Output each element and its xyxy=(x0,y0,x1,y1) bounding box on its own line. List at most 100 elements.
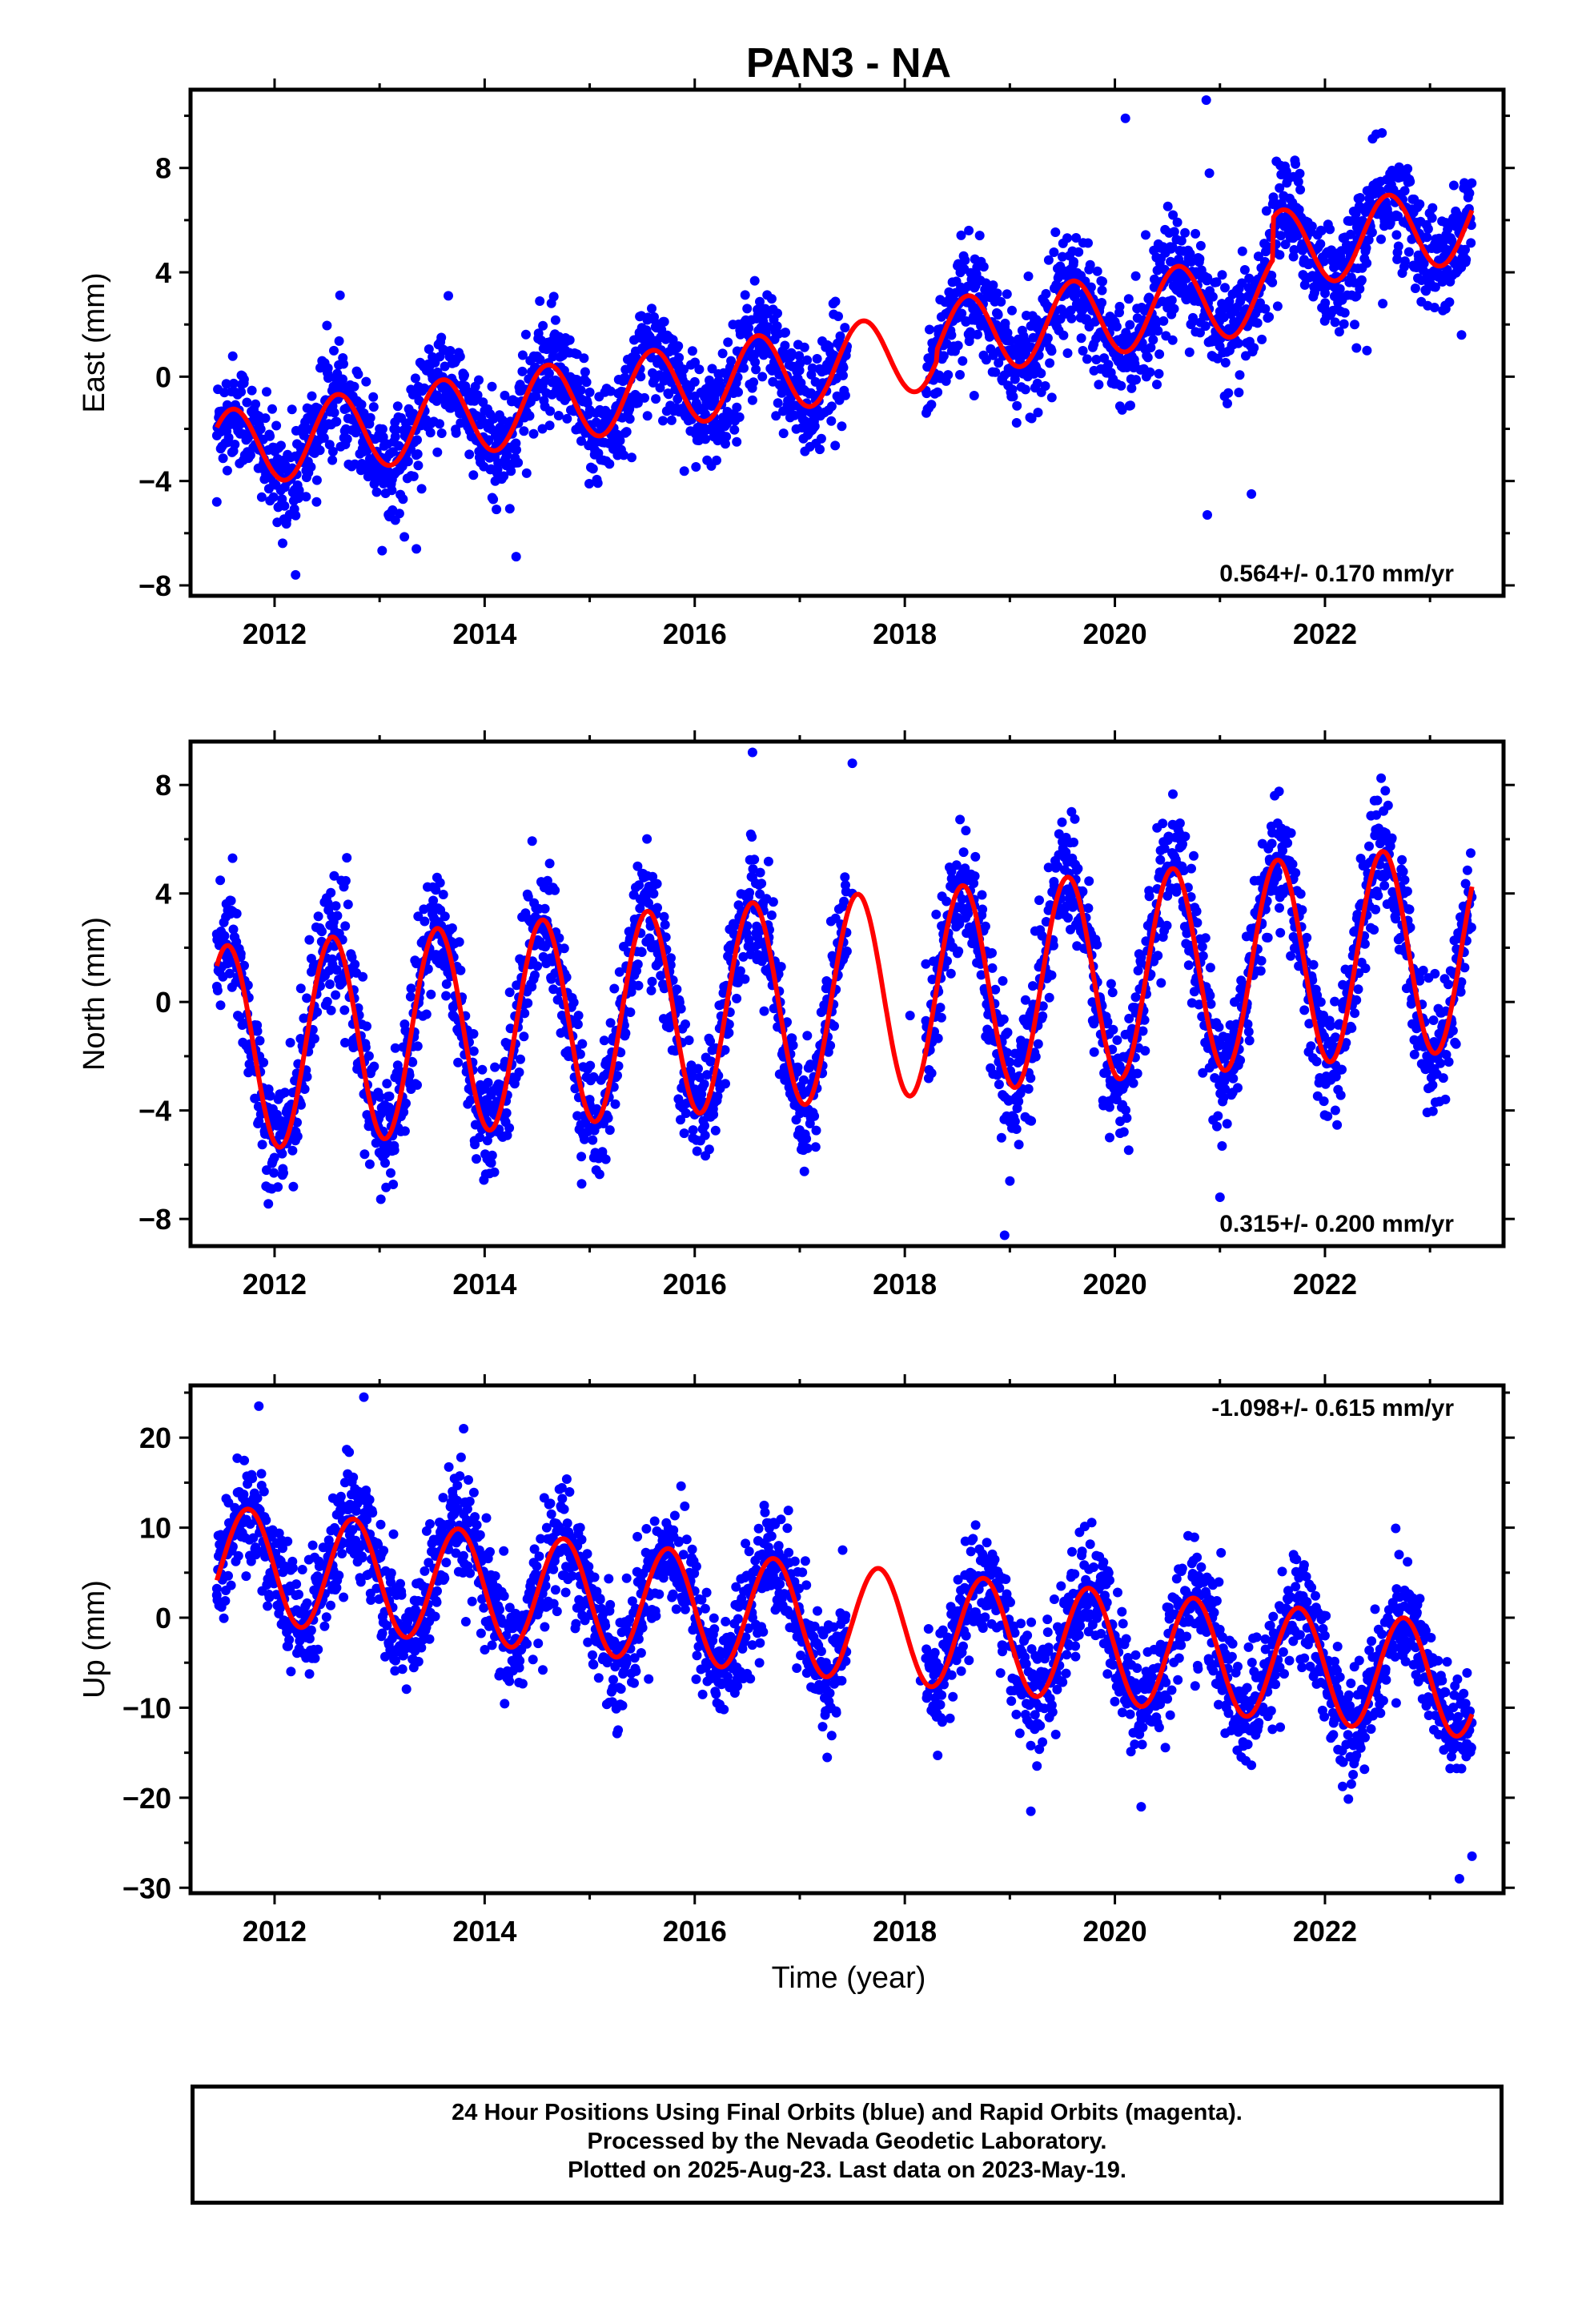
north-data-point xyxy=(1337,1064,1347,1075)
east-data-point xyxy=(387,447,398,457)
north-data-point xyxy=(326,887,336,898)
north-data-point xyxy=(554,933,564,943)
north-data-point xyxy=(475,1132,485,1143)
east-data-point xyxy=(978,262,989,272)
north-data-point xyxy=(709,1109,719,1120)
east-data-point xyxy=(239,374,249,384)
north-data-point xyxy=(339,1005,350,1015)
east-data-point xyxy=(435,419,444,429)
east-data-point xyxy=(974,231,985,241)
east-data-point xyxy=(444,291,453,301)
east-data-point xyxy=(732,436,742,447)
north-data-point xyxy=(634,880,644,891)
east-data-point xyxy=(1011,418,1022,428)
east-data-point xyxy=(749,377,759,388)
north-data-point xyxy=(540,903,550,914)
east-data-point xyxy=(1294,204,1304,215)
north-data-point xyxy=(1319,1031,1329,1042)
north-data-point xyxy=(255,1035,265,1046)
north-data-point xyxy=(516,1054,525,1064)
east-data-point xyxy=(647,304,656,314)
east-data-point xyxy=(424,344,434,354)
east-data-point xyxy=(484,435,494,445)
east-data-point xyxy=(1191,228,1201,239)
east-data-point xyxy=(279,501,290,511)
north-data-point xyxy=(1153,951,1163,961)
north-data-point xyxy=(1102,1017,1113,1027)
north-data-point xyxy=(431,885,441,895)
east-data-point xyxy=(687,346,697,356)
east-data-point xyxy=(795,359,805,369)
north-data-point xyxy=(468,1029,479,1039)
north-data-point xyxy=(1319,1096,1329,1107)
north-data-point xyxy=(1335,1090,1346,1100)
east-data-point xyxy=(236,387,247,397)
north-data-point xyxy=(340,1038,350,1047)
north-data-point xyxy=(1274,786,1284,797)
north-data-point xyxy=(1347,1023,1357,1033)
east-data-point xyxy=(755,296,765,307)
north-data-point xyxy=(400,1126,410,1136)
east-data-point xyxy=(392,401,403,412)
east-data-point xyxy=(826,416,837,426)
north-data-point xyxy=(380,1158,390,1168)
east-data-point xyxy=(1409,262,1419,272)
north-data-point xyxy=(933,1033,943,1043)
north-data-point xyxy=(1140,1046,1150,1056)
north-data-point xyxy=(389,1145,400,1156)
east-data-point xyxy=(1078,346,1088,356)
east-data-point xyxy=(1158,316,1169,326)
north-data-point xyxy=(1371,810,1382,820)
east-data-point xyxy=(1169,304,1179,314)
north-data-point xyxy=(325,979,335,989)
east-data-point xyxy=(705,395,716,405)
north-data-point xyxy=(468,1046,479,1056)
east-data-point xyxy=(1166,295,1177,305)
east-data-point xyxy=(689,376,700,387)
east-data-point xyxy=(311,497,322,507)
north-data-point xyxy=(642,834,652,844)
north-data-point xyxy=(259,1057,269,1068)
east-data-point xyxy=(1335,283,1345,294)
north-data-point xyxy=(1383,800,1393,810)
east-data-point xyxy=(1223,398,1232,408)
east-x-tick-label: 2016 xyxy=(663,617,727,650)
east-data-point xyxy=(1007,384,1018,395)
north-data-point xyxy=(740,974,750,984)
east-data-point xyxy=(362,445,372,456)
north-data-point xyxy=(793,1062,803,1072)
east-data-point xyxy=(1440,304,1451,314)
north-data-point xyxy=(572,1019,583,1030)
east-data-point xyxy=(802,355,813,365)
north-data-point xyxy=(695,1072,705,1083)
east-data-point xyxy=(343,413,353,424)
north-data-point xyxy=(364,1159,375,1169)
north-data-point xyxy=(705,1036,716,1047)
east-data-point xyxy=(228,378,239,388)
north-data-point xyxy=(1023,1084,1034,1094)
east-data-point xyxy=(1335,306,1346,316)
north-data-point xyxy=(252,1026,263,1036)
east-data-point xyxy=(1257,334,1267,344)
east-data-point xyxy=(1032,378,1042,388)
east-data-point xyxy=(1069,256,1078,267)
north-data-point xyxy=(936,1012,946,1023)
east-data-point xyxy=(474,375,484,385)
north-data-point xyxy=(1373,891,1383,901)
north-data-point xyxy=(1397,854,1407,865)
east-data-point xyxy=(1043,255,1054,265)
east-x-tick-label: 2014 xyxy=(452,617,516,650)
east-data-point xyxy=(655,383,665,393)
north-data-point xyxy=(1351,995,1362,1005)
north-data-point xyxy=(1172,883,1182,893)
north-data-point xyxy=(215,875,226,886)
east-data-point xyxy=(1260,304,1271,314)
east-data-point xyxy=(460,370,469,380)
north-data-point xyxy=(1084,876,1094,887)
east-data-point xyxy=(319,432,329,443)
north-data-point xyxy=(453,1057,464,1068)
east-data-point xyxy=(658,416,668,426)
east-data-point xyxy=(1008,392,1018,402)
east-data-point xyxy=(615,436,625,446)
east-data-point xyxy=(1410,283,1420,293)
